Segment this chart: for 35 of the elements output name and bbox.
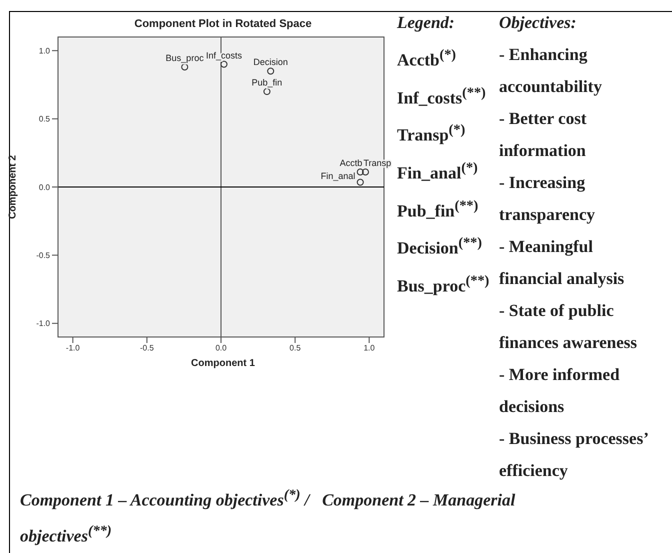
text: Bus_proc$^{(**)}$ <box>397 272 490 298</box>
y-tick-label: 0.0 <box>38 182 51 192</box>
y-tick-label: -0.5 <box>36 251 51 260</box>
text: - Meaningful financial analysis <box>499 236 626 290</box>
x-tick-label: 0.5 <box>290 344 302 353</box>
x-axis-title: Component 1 <box>190 358 256 369</box>
series-label: Fin_anal <box>320 171 356 182</box>
x-tick-label: -0.5 <box>140 344 154 353</box>
y-tick-label: 0.5 <box>38 114 51 124</box>
text: Pub_fin$^{(**)}$ <box>397 196 480 222</box>
text: Decision$^{(**)}$ <box>397 234 483 260</box>
text: - Better cost information <box>499 108 588 162</box>
text: Component 1 – Accounting objectives$^{(*)}$ / Component 2 – Managerial objectives$^{(**)}$ <box>20 487 516 546</box>
text: - State of public finances awareness <box>499 300 638 354</box>
text: - More informed decisions <box>499 364 621 418</box>
x-tick-label: 1.0 <box>364 344 376 353</box>
x-tick-label: -1.0 <box>66 344 80 353</box>
series-label: Pub_fin <box>252 78 282 88</box>
series-label: Bus_proc <box>166 53 204 63</box>
text: Transp$^{(*)}$ <box>397 121 466 147</box>
series-label: Acctb <box>340 158 362 168</box>
x-tick-label: 0.0 <box>215 344 228 353</box>
text: Objectives: <box>499 12 578 34</box>
text: Legend: <box>397 12 456 34</box>
series-label: Decision <box>253 57 288 68</box>
text: Inf_costs$^{(**)}$ <box>397 84 487 110</box>
text: - Enhancing accountability <box>499 44 603 98</box>
text: Fin_anal$^{(*)}$ <box>397 158 479 185</box>
text: - Increasing transparency <box>499 172 596 226</box>
y-tick-label: -1.0 <box>36 319 51 328</box>
y-tick-label: 1.0 <box>38 46 51 56</box>
text: - Business processes’ efficiency <box>499 428 649 482</box>
text: Acctb$^{(*)}$ <box>397 46 457 72</box>
y-axis-title: Component 2 <box>8 154 19 219</box>
chart-title: Component Plot in Rotated Space <box>133 18 313 30</box>
